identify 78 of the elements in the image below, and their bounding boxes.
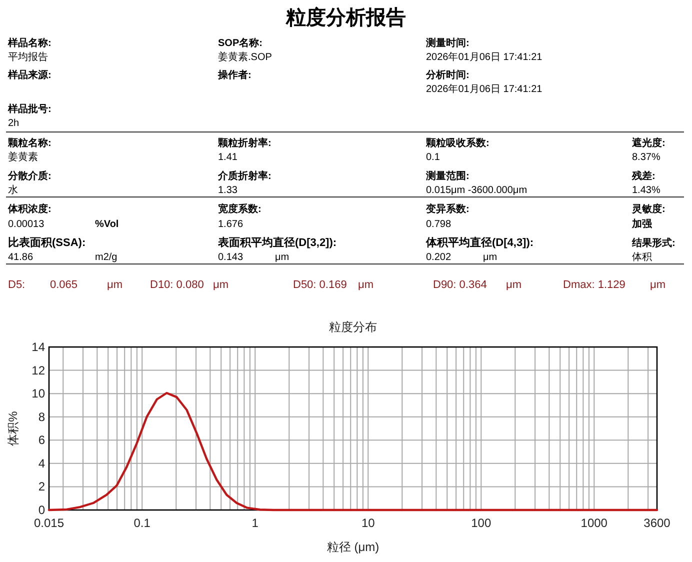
text: Dmax: 1.129 xyxy=(563,279,626,291)
text: 姜黄素 xyxy=(8,151,38,163)
text: 样品名称: xyxy=(7,37,52,49)
x-tick-label: 1 xyxy=(252,516,259,530)
text: 8.37% xyxy=(632,152,660,163)
y-tick-label: 4 xyxy=(38,456,46,470)
x-tick-label: 10 xyxy=(361,516,376,530)
text: 2026年01月06日 17:41:21 xyxy=(426,51,543,63)
text: 颗粒名称: xyxy=(7,137,52,149)
y-tick-label: 8 xyxy=(38,410,46,424)
text: 颗粒折射率: xyxy=(217,137,272,149)
y-tick-label: 0 xyxy=(38,503,46,517)
text: 体积平均直径(D[4,3]): xyxy=(425,236,534,249)
text: D10: 0.080 xyxy=(150,279,204,291)
text: 遮光度: xyxy=(631,137,666,149)
text: 1.33 xyxy=(218,185,238,196)
text: 样品来源: xyxy=(7,69,52,81)
text: 水 xyxy=(8,184,18,196)
chart-title: 粒度分布 xyxy=(329,320,377,334)
text: 变异系数: xyxy=(425,203,470,215)
text: %Vol xyxy=(95,219,119,230)
text: 0.202 xyxy=(426,252,452,263)
text: SOP名称: xyxy=(218,37,262,49)
text: μm xyxy=(275,252,290,263)
text: 测量范围: xyxy=(425,170,470,182)
y-axis-title: 体积% xyxy=(6,410,20,446)
text: 灵敏度: xyxy=(631,203,666,215)
text: 分散介质: xyxy=(7,170,52,182)
text: 结果形式: xyxy=(631,237,676,249)
y-tick-label: 10 xyxy=(32,386,46,401)
text: 体积 xyxy=(632,251,652,263)
text: 分析时间: xyxy=(425,69,470,81)
x-tick-label: 0.1 xyxy=(134,516,151,530)
text: 0.1 xyxy=(426,152,440,163)
text: μm xyxy=(358,279,374,291)
text: μm xyxy=(483,252,498,263)
text: 姜黄素.SOP xyxy=(218,51,272,63)
text: 0.798 xyxy=(426,219,452,230)
text: D5: xyxy=(8,279,26,291)
text: 操作者: xyxy=(217,69,252,81)
text: 介质折射率: xyxy=(217,170,272,182)
text: 平均报告 xyxy=(8,51,48,63)
text: 残差: xyxy=(631,170,656,182)
text: 0.00013 xyxy=(8,219,45,230)
text: 41.86 xyxy=(8,252,34,263)
text: 0.015μm -3600.000μm xyxy=(426,185,528,196)
x-axis-title: 粒径 (μm) xyxy=(326,540,380,554)
text: 测量时间: xyxy=(425,37,470,49)
text: 体积浓度: xyxy=(7,203,52,215)
text: μm xyxy=(650,279,666,291)
text: 表面积平均直径(D[3,2]): xyxy=(217,236,337,249)
text: μm xyxy=(506,279,522,291)
text: 1.43% xyxy=(632,185,660,196)
y-tick-label: 6 xyxy=(38,433,46,448)
x-tick-label: 3600 xyxy=(644,516,671,530)
text: 加强 xyxy=(631,218,653,230)
text: 2026年01月06日 17:41:21 xyxy=(426,83,543,95)
y-tick-label: 12 xyxy=(32,363,46,378)
text: 1.676 xyxy=(218,219,244,230)
y-tick-label: 14 xyxy=(32,340,46,354)
text: 宽度系数: xyxy=(218,203,262,215)
text: 比表面积(SSA): xyxy=(8,236,86,249)
text: 粒度分析报告 xyxy=(285,6,406,29)
x-tick-label: 0.015 xyxy=(34,516,64,530)
text: D50: 0.169 xyxy=(293,279,347,291)
text: m2/g xyxy=(95,252,118,263)
text: 0.143 xyxy=(218,252,244,263)
text: D90: 0.364 xyxy=(433,279,487,291)
text: 颗粒吸收系数: xyxy=(425,137,490,149)
x-tick-label: 1000 xyxy=(580,516,608,530)
text: 0.065 xyxy=(50,279,78,291)
text: 1.41 xyxy=(218,152,238,163)
y-tick-label: 2 xyxy=(38,480,46,494)
text: μm xyxy=(213,279,229,291)
text: 样品批号: xyxy=(7,103,52,115)
text: μm xyxy=(107,279,123,291)
x-tick-label: 100 xyxy=(471,516,492,530)
text: 2h xyxy=(8,118,20,129)
